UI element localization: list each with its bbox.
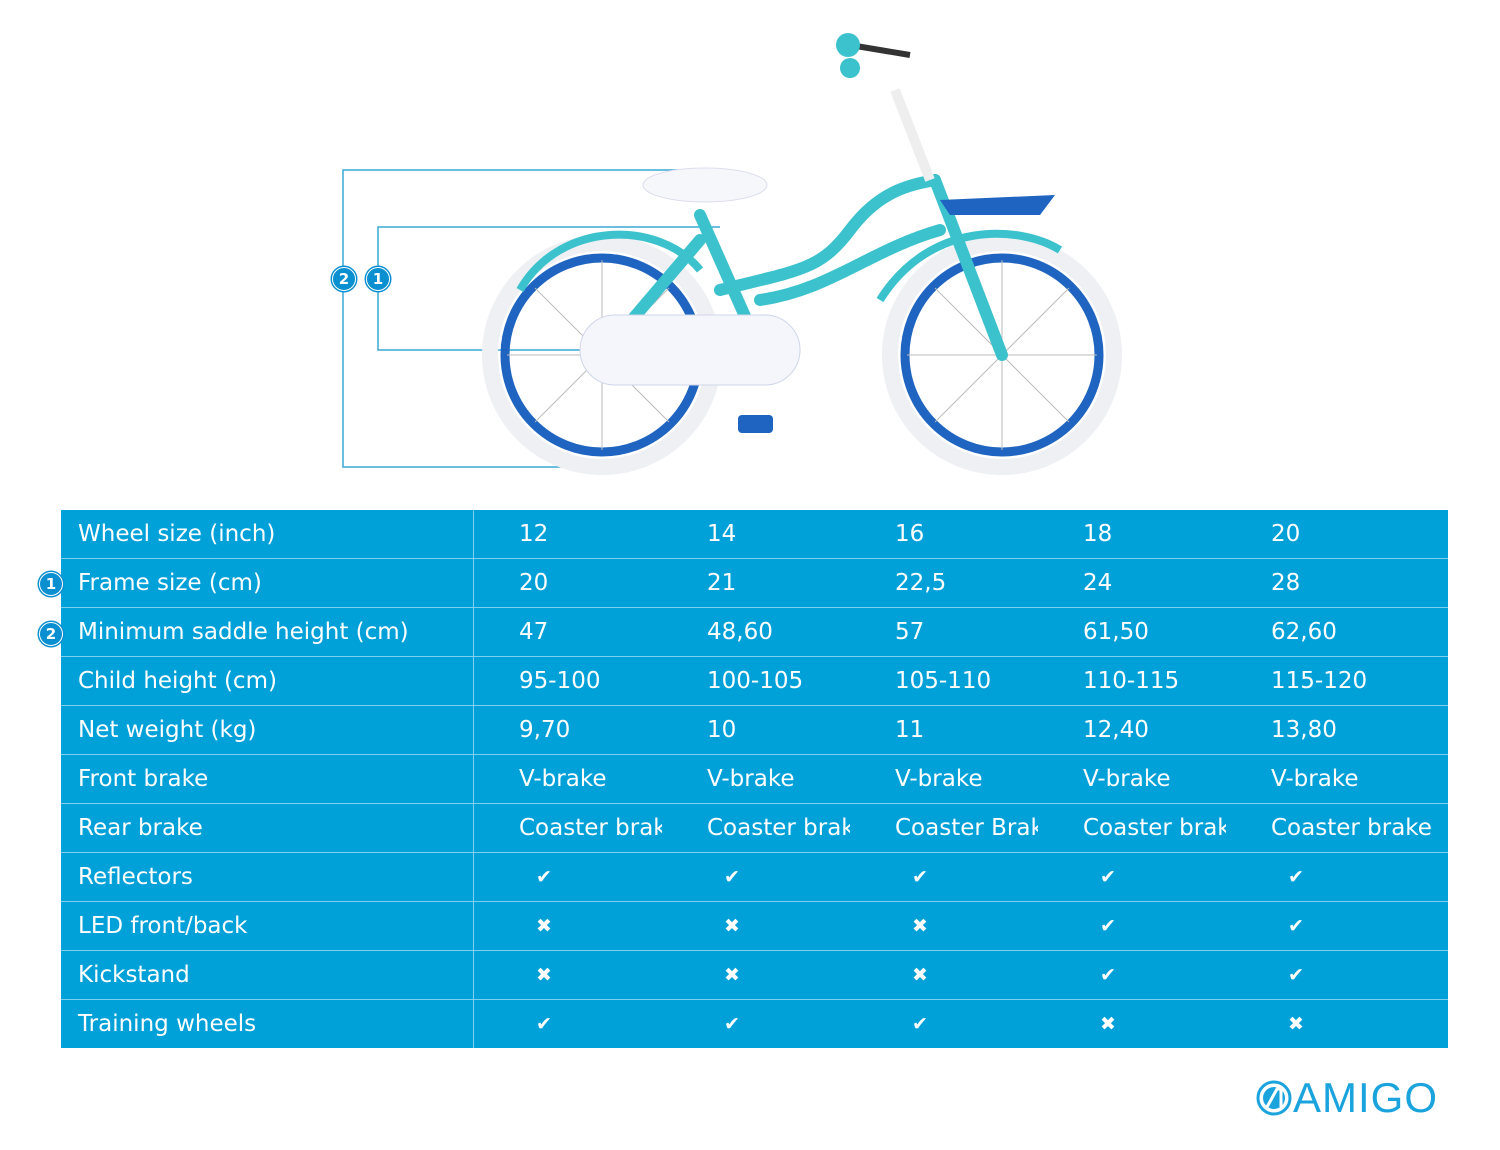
- cross-icon: ✖: [912, 915, 928, 937]
- cross-icon: ✖: [1288, 1013, 1304, 1035]
- cross-icon: ✖: [724, 964, 740, 986]
- row-value: 100-105: [707, 668, 804, 694]
- row-label: Net weight (kg): [61, 706, 474, 754]
- check-icon: ✔: [536, 1013, 552, 1035]
- table-row: Wheel size (inch) 12 14 16 18 20: [61, 510, 1448, 559]
- table-row: Rear brake Coaster brak Coaster brake Coast…: [61, 804, 1448, 853]
- table-row: Frame size (cm) 20 21 22,5 24 28: [61, 559, 1448, 608]
- row-value: 12,40: [1083, 717, 1149, 743]
- row-label: Rear brake: [61, 804, 474, 852]
- row-value: V-brake: [707, 766, 795, 792]
- row-label: Minimum saddle height (cm): [61, 608, 474, 656]
- row-marker-2: 2: [39, 621, 63, 646]
- table-row: Kickstand ✖ ✖ ✖ ✔ ✔: [61, 951, 1448, 1000]
- row-value: 22,5: [895, 570, 947, 596]
- row-value: 20: [1271, 521, 1301, 547]
- table-row: Minimum saddle height (cm) 47 48,60 57 61,50…: [61, 608, 1448, 657]
- table-row: Training wheels ✔ ✔ ✔ ✖ ✖: [61, 1000, 1448, 1048]
- amigo-logo: AMIGO: [1255, 1074, 1438, 1122]
- check-icon: ✔: [1288, 964, 1304, 986]
- row-value: V-brake: [895, 766, 983, 792]
- check-icon: ✔: [724, 866, 740, 888]
- row-value: Coaster brak: [519, 815, 662, 841]
- cross-icon: ✖: [536, 964, 552, 986]
- rear-fender: [516, 230, 704, 293]
- row-label: Frame size (cm): [61, 559, 474, 607]
- row-value: 48,60: [707, 619, 773, 645]
- row-value: 12: [519, 521, 549, 547]
- row-value: 13,80: [1271, 717, 1337, 743]
- row-value: Coaster brake: [1083, 815, 1226, 841]
- dimension-badge-2: 2: [332, 267, 356, 291]
- front-wheel: [882, 235, 1122, 475]
- handlebar: [849, 42, 911, 58]
- row-value: 20: [519, 570, 549, 596]
- front-fender: [876, 229, 1063, 303]
- table-row: Front brake V-brake V-brake V-brake V-brake V…: [61, 755, 1448, 804]
- row-value: Coaster brake: [1271, 815, 1432, 841]
- row-value: 24: [1083, 570, 1113, 596]
- row-value: 11: [895, 717, 925, 743]
- row-value: 115-120: [1271, 668, 1368, 694]
- stem: [890, 88, 935, 182]
- row-label: Kickstand: [61, 951, 474, 999]
- row-marker-1: 1: [39, 572, 63, 597]
- row-value: 14: [707, 521, 737, 547]
- chain-guard: [579, 314, 801, 386]
- cross-icon: ✖: [724, 915, 740, 937]
- check-icon: ✔: [912, 866, 928, 888]
- table-row: Reflectors ✔ ✔ ✔ ✔ ✔: [61, 853, 1448, 902]
- front-basket: [940, 195, 1055, 215]
- row-value: 47: [519, 619, 549, 645]
- check-icon: ✔: [912, 1013, 928, 1035]
- table-row: Child height (cm) 95-100 100-105 105-110 110…: [61, 657, 1448, 706]
- row-label: Child height (cm): [61, 657, 474, 705]
- row-value: 62,60: [1271, 619, 1337, 645]
- row-value: 105-110: [895, 668, 992, 694]
- row-label: Training wheels: [61, 1000, 474, 1048]
- table-row: Net weight (kg) 9,70 10 11 12,40 13,80: [61, 706, 1448, 755]
- dimension-badge-1: 1: [366, 267, 390, 291]
- logo-wordmark: AMIGO: [1293, 1074, 1439, 1121]
- row-value: 28: [1271, 570, 1301, 596]
- check-icon: ✔: [536, 866, 552, 888]
- table-row: LED front/back ✖ ✖ ✖ ✔ ✔: [61, 902, 1448, 951]
- check-icon: ✔: [1288, 866, 1304, 888]
- cross-icon: ✖: [912, 964, 928, 986]
- row-value: V-brake: [1083, 766, 1171, 792]
- row-value: 18: [1083, 521, 1113, 547]
- row-value: 95-100: [519, 668, 601, 694]
- row-value: 16: [895, 521, 925, 547]
- row-value: Coaster Brake: [895, 815, 1038, 841]
- row-label: Reflectors: [61, 853, 474, 901]
- row-value: V-brake: [1271, 766, 1359, 792]
- check-icon: ✔: [1288, 915, 1304, 937]
- row-value: 10: [707, 717, 737, 743]
- cross-icon: ✖: [536, 915, 552, 937]
- bike-illustration: [342, 33, 1122, 475]
- row-value: V-brake: [519, 766, 607, 792]
- cross-icon: ✖: [1100, 1013, 1116, 1035]
- row-value: Coaster brake: [707, 815, 850, 841]
- amigo-logo-icon: [1256, 1080, 1292, 1116]
- row-value: 61,50: [1083, 619, 1149, 645]
- saddle: [642, 167, 768, 203]
- row-value: 110-115: [1083, 668, 1180, 694]
- row-label: Wheel size (inch): [61, 510, 474, 558]
- row-label: Front brake: [61, 755, 474, 803]
- row-value: 9,70: [519, 717, 571, 743]
- spec-table: Wheel size (inch) 12 14 16 18 20 1 Frame size (…: [39, 510, 1448, 1048]
- row-value: 21: [707, 570, 737, 596]
- check-icon: ✔: [724, 1013, 740, 1035]
- check-icon: ✔: [1100, 866, 1116, 888]
- pedal: [738, 415, 773, 433]
- check-icon: ✔: [1100, 964, 1116, 986]
- check-icon: ✔: [1100, 915, 1116, 937]
- row-label: LED front/back: [61, 902, 474, 950]
- row-value: 57: [895, 619, 925, 645]
